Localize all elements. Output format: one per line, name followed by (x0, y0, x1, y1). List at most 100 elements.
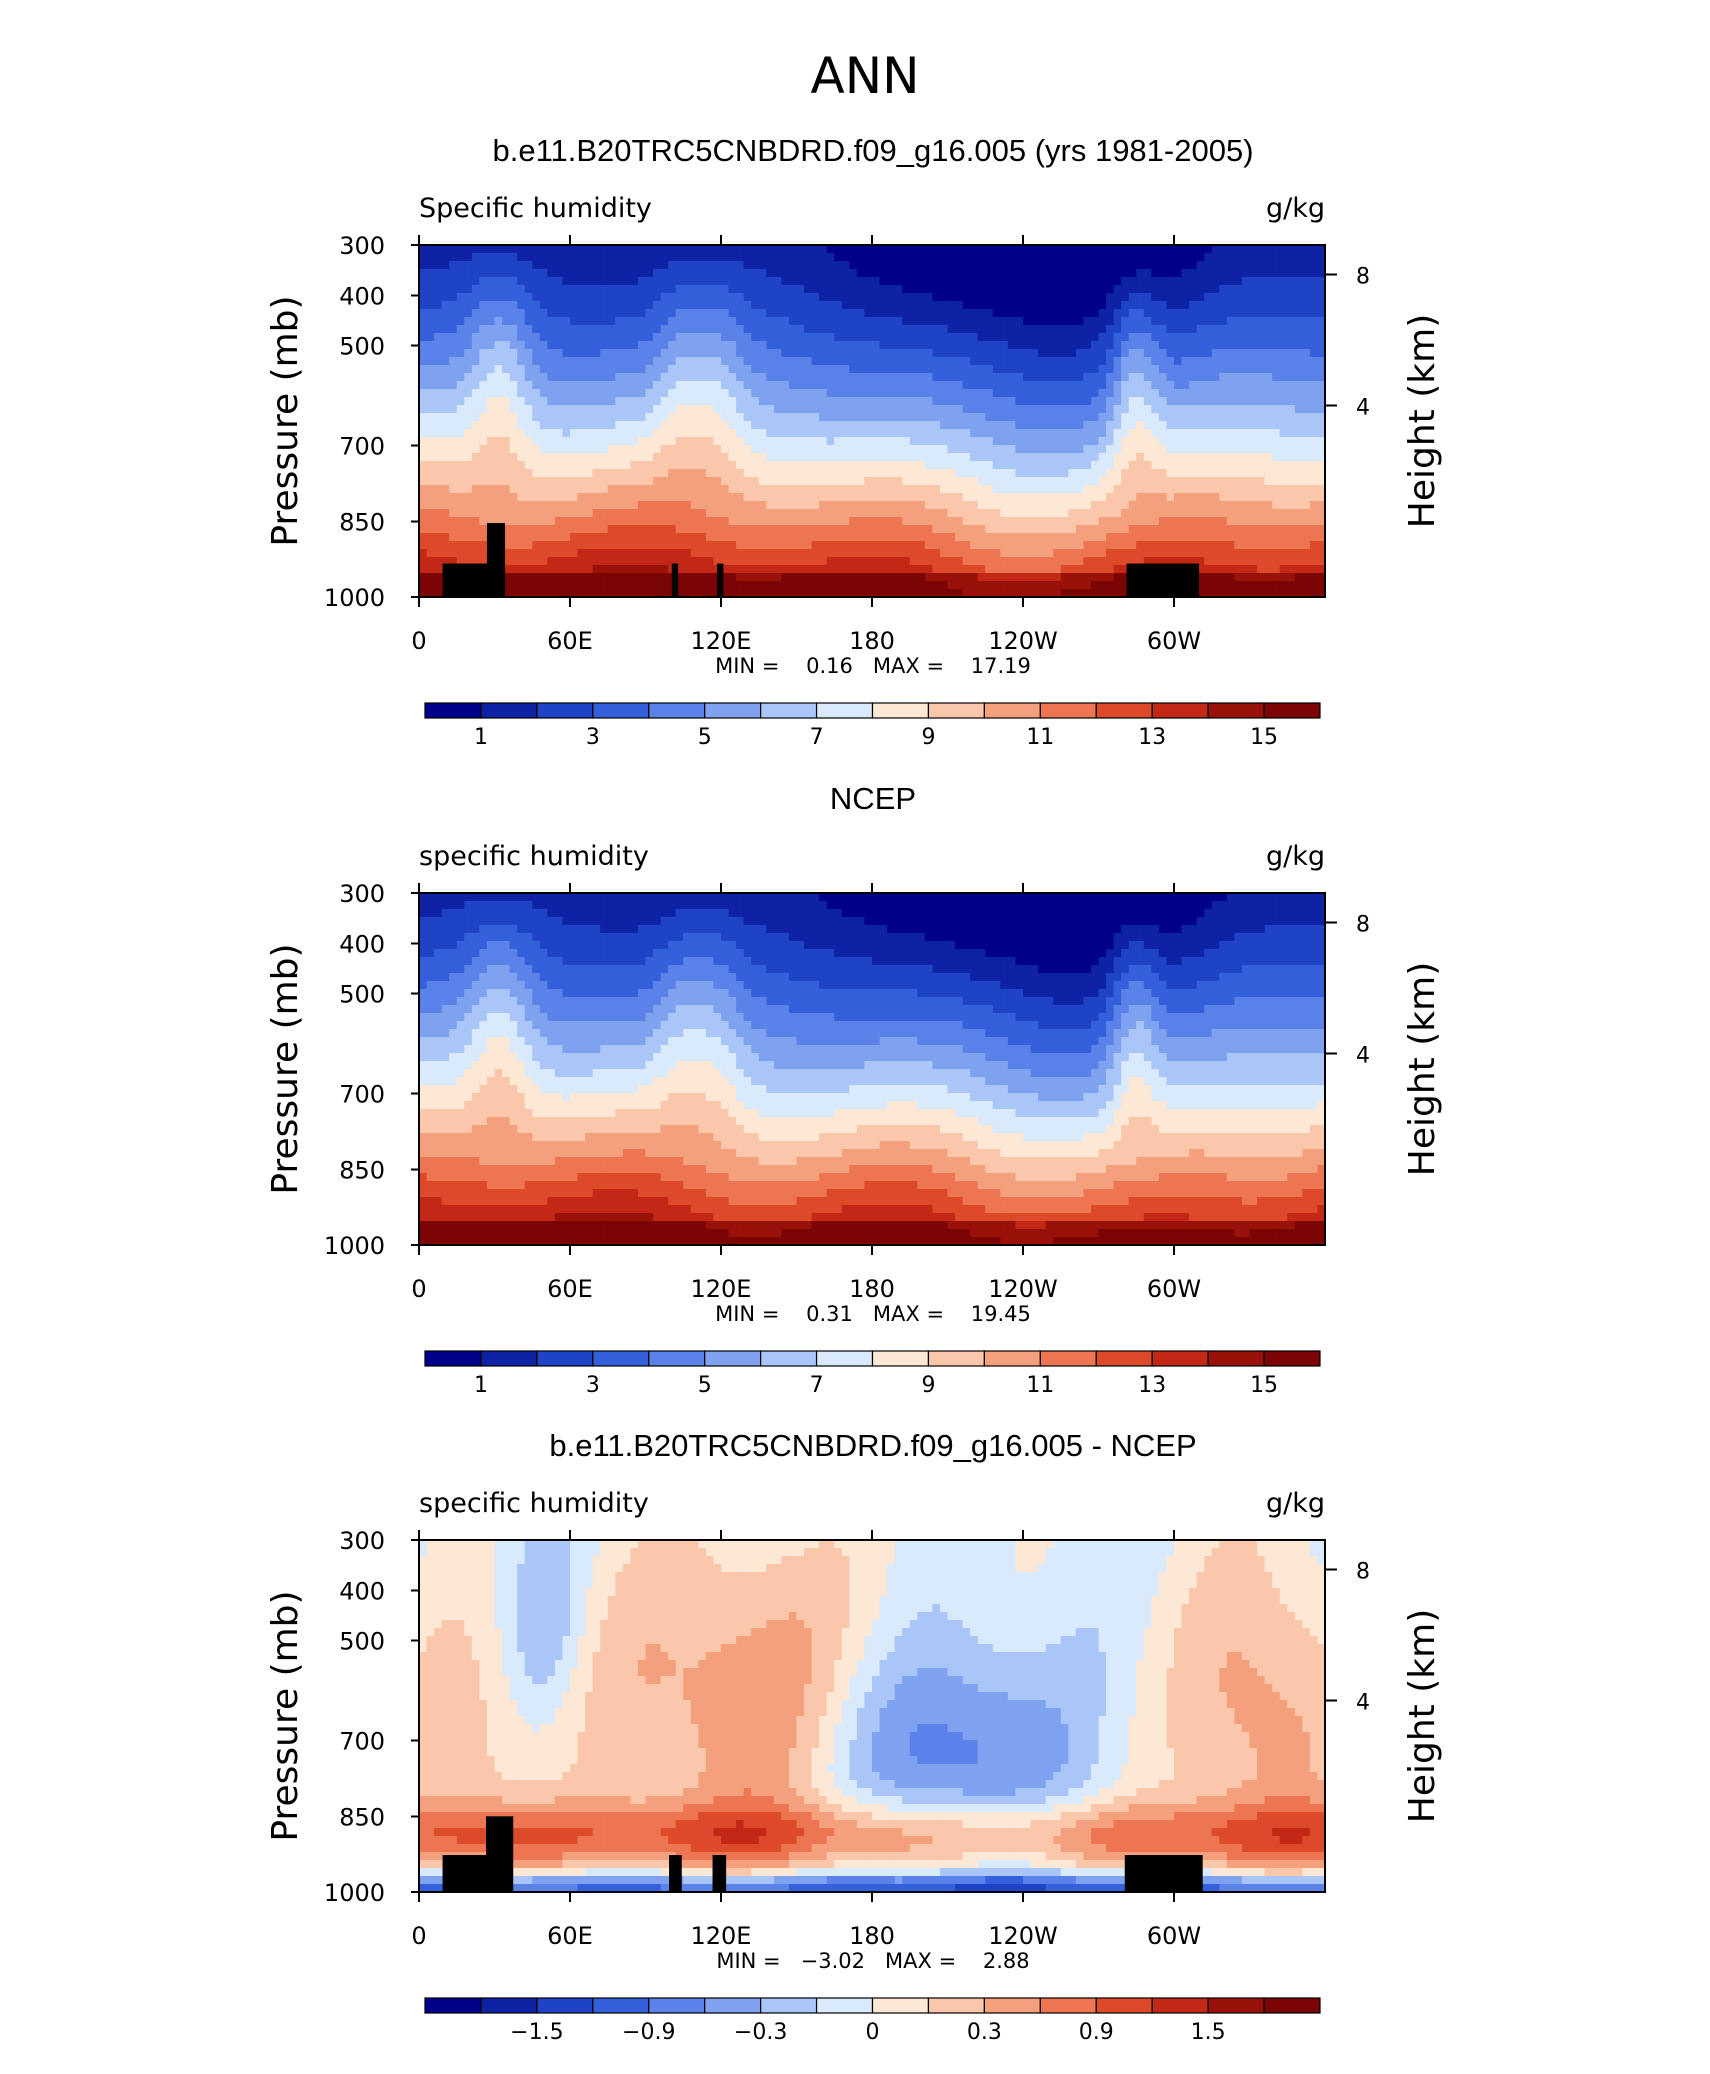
contour-cell (645, 293, 654, 302)
contour-cell (1234, 325, 1243, 334)
contour-cell (471, 445, 480, 454)
contour-cell (804, 293, 813, 302)
contour-cell (637, 557, 647, 566)
contour-cell (1068, 365, 1077, 374)
contour-cell (1143, 549, 1152, 558)
contour-cell (1287, 293, 1296, 302)
contour-cell (502, 445, 511, 454)
contour-cell (1204, 509, 1213, 518)
contour-cell (653, 525, 662, 534)
contour-cell (464, 389, 473, 398)
contour-cell (698, 453, 707, 462)
contour-cell (721, 557, 730, 566)
contour-cell (547, 333, 556, 342)
contour-cell (1211, 437, 1220, 446)
contour-cell (532, 541, 541, 550)
contour-cell (849, 293, 858, 302)
contour-cell (736, 461, 745, 470)
contour-cell (992, 341, 1001, 350)
contour-cell (660, 485, 669, 494)
contour-cell (1060, 517, 1069, 526)
contour-cell (660, 573, 669, 582)
contour-cell (1023, 397, 1032, 406)
contour-cell (894, 373, 903, 382)
contour-cell (1294, 301, 1303, 310)
contour-cell (1151, 501, 1160, 510)
contour-cell (1038, 277, 1047, 286)
contour-cell (1000, 373, 1009, 382)
contour-cell (902, 461, 911, 470)
contour-cell (1211, 293, 1220, 302)
contour-cell (1038, 325, 1047, 334)
contour-cell (705, 477, 715, 486)
contour-cell (449, 445, 458, 454)
contour-cell (524, 301, 533, 310)
contour-cell (856, 277, 866, 286)
contour-cell (758, 509, 767, 518)
contour-cell (705, 525, 715, 534)
contour-cell (660, 325, 669, 334)
contour-cell (1302, 485, 1311, 494)
contour-cell (1038, 373, 1047, 382)
contour-cell (751, 533, 760, 542)
contour-cell (841, 421, 850, 430)
contour-cell (570, 309, 579, 318)
contour-cell (1234, 349, 1243, 358)
contour-cell (788, 277, 798, 286)
contour-cell (653, 493, 662, 502)
contour-cell (834, 245, 843, 254)
contour-cell (1234, 477, 1243, 486)
contour-cell (1053, 541, 1062, 550)
contour-cell (781, 285, 790, 294)
contour-cell (1287, 485, 1296, 494)
contour-cell (1090, 245, 1100, 254)
contour-cell (1189, 405, 1198, 414)
contour-cell (1053, 525, 1062, 534)
contour-cell (524, 429, 533, 438)
contour-cell (1264, 245, 1273, 254)
contour-cell (849, 573, 858, 582)
contour-cell (1204, 325, 1213, 334)
contour-cell (1181, 493, 1190, 502)
contour-cell (1030, 349, 1039, 358)
contour-cell (630, 365, 639, 374)
contour-cell (1272, 389, 1281, 398)
contour-cell (479, 269, 488, 278)
contour-cell (1143, 429, 1152, 438)
contour-cell (1015, 245, 1024, 254)
contour-cell (1023, 301, 1032, 310)
contour-cell (1309, 493, 1319, 502)
contour-cell (426, 493, 435, 502)
contour-cell (864, 245, 873, 254)
contour-cell (1143, 421, 1152, 430)
contour-cell (637, 469, 647, 478)
contour-cell (894, 453, 903, 462)
contour-cell (1211, 373, 1220, 382)
contour-cell (1257, 293, 1266, 302)
contour-cell (1279, 429, 1288, 438)
contour-cell (728, 533, 737, 542)
contour-cell (962, 413, 971, 422)
contour-cell (1272, 325, 1281, 334)
contour-cell (1121, 509, 1130, 518)
contour-cell (811, 325, 820, 334)
contour-cell (947, 357, 956, 366)
contour-cell (539, 245, 548, 254)
contour-cell (1060, 349, 1069, 358)
contour-cell (1317, 557, 1326, 566)
contour-cell (464, 533, 473, 542)
contour-cell (1075, 373, 1084, 382)
contour-cell (781, 333, 790, 342)
contour-cell (1309, 517, 1319, 526)
contour-cell (1106, 277, 1115, 286)
contour-cell (1113, 493, 1122, 502)
contour-cell (1257, 445, 1266, 454)
contour-cell (1226, 509, 1235, 518)
contour-cell (804, 365, 813, 374)
contour-cell (509, 493, 518, 502)
contour-cell (637, 357, 647, 366)
contour-cell (909, 421, 918, 430)
contour-cell (1264, 301, 1273, 310)
contour-cell (902, 493, 911, 502)
contour-cell (894, 421, 903, 430)
